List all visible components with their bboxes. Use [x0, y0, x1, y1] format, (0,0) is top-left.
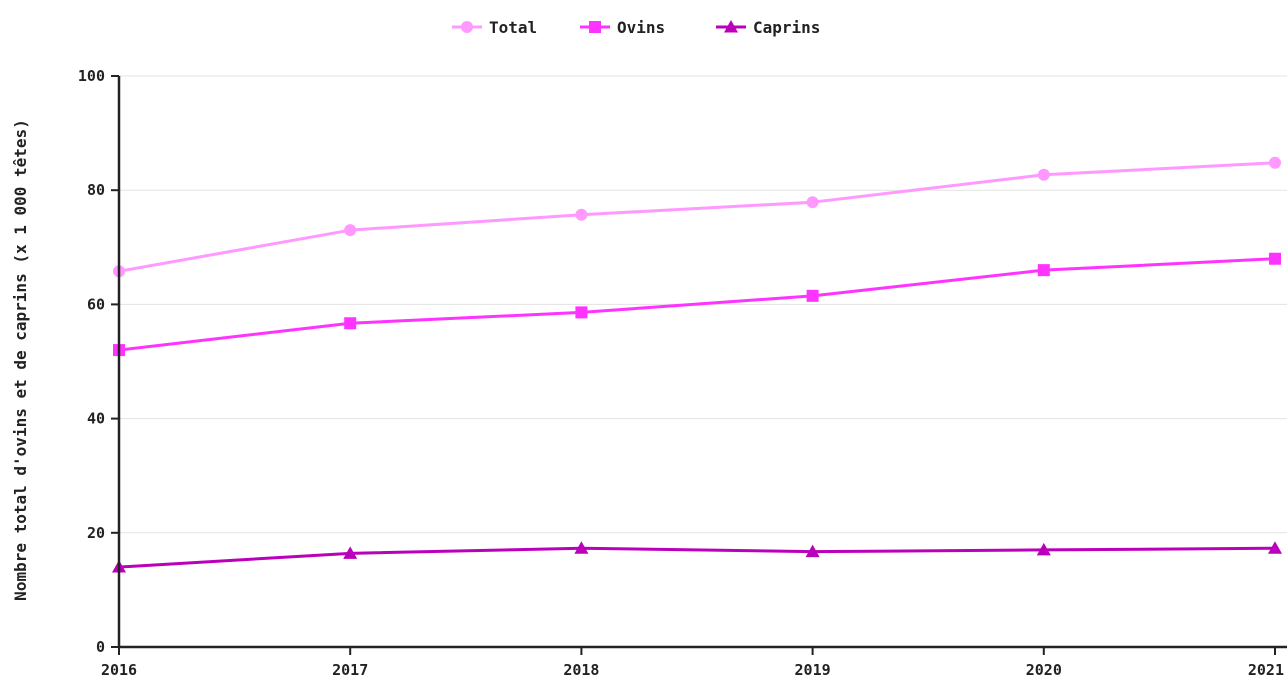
series-line [118, 546, 1276, 569]
legend-marker [589, 21, 601, 33]
y-tick-label: 40 [87, 410, 105, 428]
series-group [112, 156, 1282, 573]
data-point [805, 544, 820, 558]
data-point [1269, 252, 1281, 265]
legend-item-total: Total [452, 18, 537, 37]
data-point [806, 289, 819, 302]
x-tick-label: 2020 [1026, 661, 1062, 679]
data-point [1037, 264, 1050, 277]
axes [117, 76, 1287, 649]
data-point [806, 196, 819, 209]
x-tick-label: 2018 [563, 661, 599, 679]
x-tick-label: 2021 [1248, 661, 1284, 679]
y-tick-label: 100 [78, 67, 105, 85]
y-axis-title: Nombre total d'ovins et de caprins (x 1 … [11, 119, 30, 601]
series-caprins [112, 541, 1282, 573]
data-point [344, 224, 357, 237]
series-line [118, 257, 1276, 352]
data-point [575, 208, 588, 221]
series-line [118, 161, 1276, 273]
legend: Total Ovins Caprins [452, 18, 820, 37]
data-point [1268, 541, 1282, 554]
y-tick-label: 20 [87, 524, 105, 542]
data-point [574, 541, 589, 554]
legend-item-caprins: Caprins [716, 18, 820, 37]
x-tick-label: 2019 [795, 661, 831, 679]
legend-label: Ovins [617, 18, 665, 37]
legend-marker [461, 21, 473, 33]
series-total [113, 156, 1281, 278]
legend-marker [724, 20, 738, 33]
data-point [1036, 542, 1051, 556]
data-point [343, 546, 358, 559]
data-point [344, 317, 357, 330]
gridlines [119, 75, 1287, 648]
legend-item-ovins: Ovins [580, 18, 665, 37]
y-tick-labels: 0 20 40 60 80 100 [78, 67, 119, 656]
x-tick-labels: 2016 2017 2018 2019 2020 2021 [101, 647, 1284, 679]
data-point [1269, 156, 1281, 169]
y-tick-label: 80 [87, 181, 105, 199]
data-point [575, 306, 588, 319]
y-tick-label: 0 [96, 638, 105, 656]
legend-label: Total [489, 18, 537, 37]
y-tick-label: 60 [87, 295, 105, 313]
x-tick-label: 2016 [101, 661, 137, 679]
legend-label: Caprins [753, 18, 820, 37]
data-point [1037, 168, 1050, 181]
x-tick-label: 2017 [332, 661, 368, 679]
